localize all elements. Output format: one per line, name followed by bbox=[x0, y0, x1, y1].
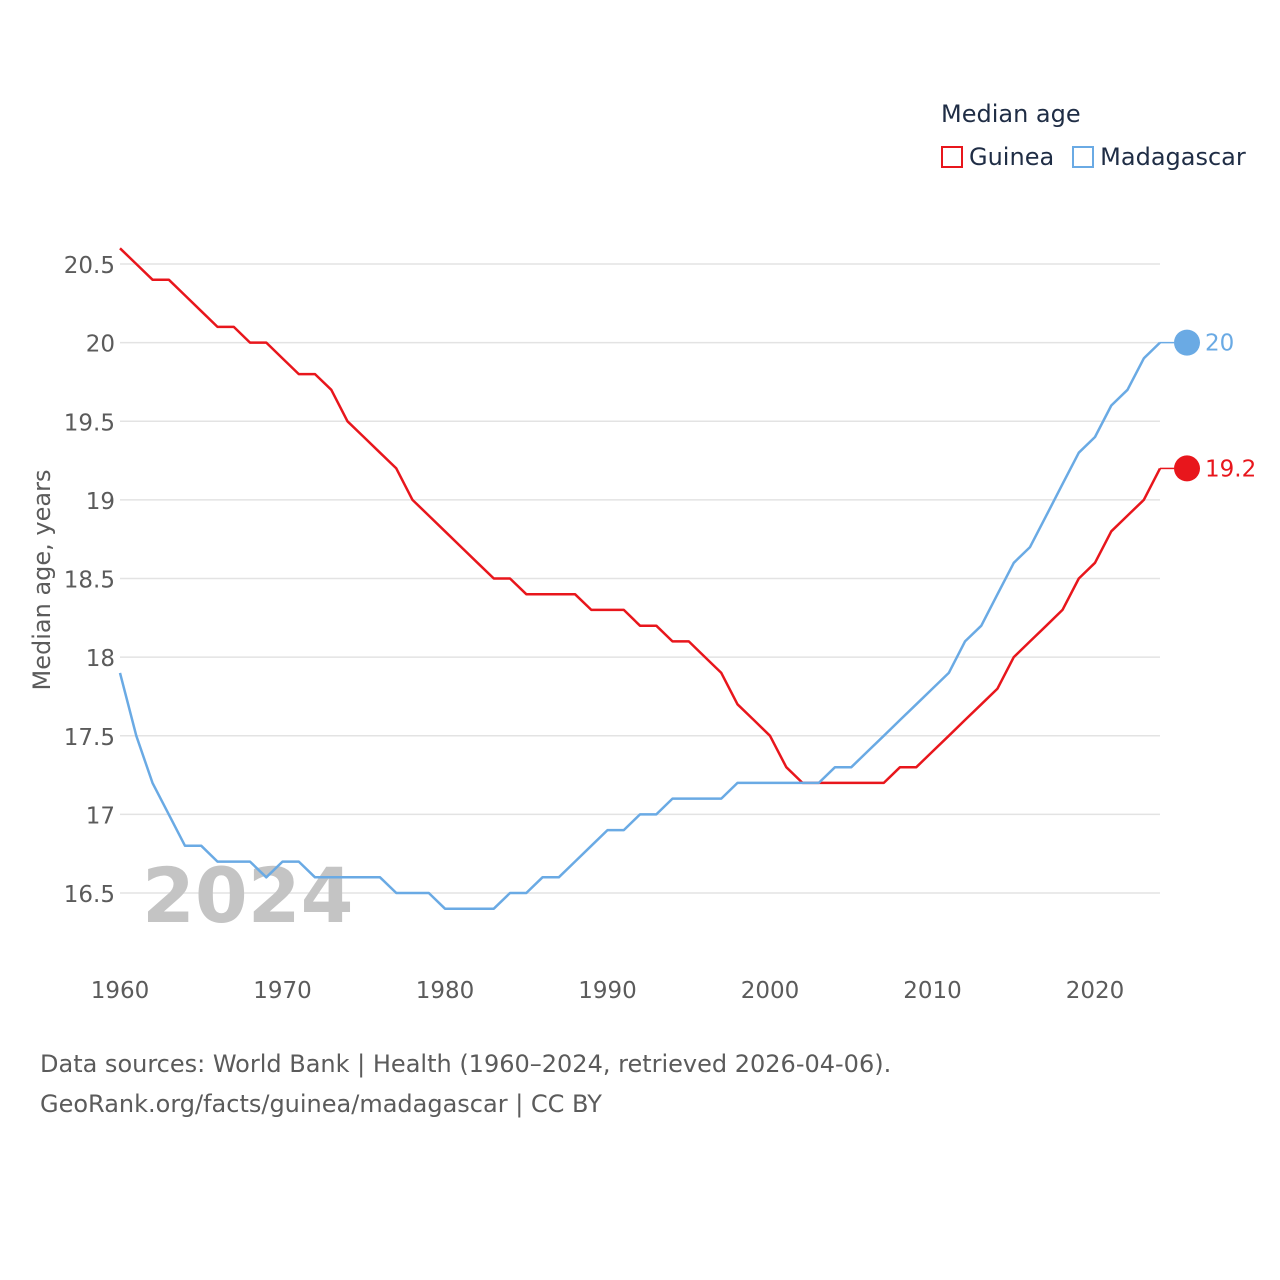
y-tick-label: 17.5 bbox=[64, 725, 115, 751]
year-watermark: 2024 bbox=[142, 851, 354, 940]
series-line-guinea bbox=[119, 247, 1162, 785]
y-tick-label: 20.5 bbox=[64, 253, 115, 279]
y-tick-label: 17 bbox=[86, 803, 115, 829]
end-markers: 19.2 20 bbox=[1160, 329, 1256, 482]
end-value-label-madagascar: 20 bbox=[1205, 331, 1234, 357]
y-tick-label: 16.5 bbox=[64, 882, 115, 908]
x-tick-label: 2010 bbox=[903, 978, 962, 1004]
legend-item-madagascar[interactable]: Madagascar bbox=[1072, 143, 1246, 171]
y-tick-label: 19.5 bbox=[64, 410, 115, 436]
x-tick-label: 1960 bbox=[91, 978, 150, 1004]
series-lines bbox=[118, 247, 1162, 910]
legend-swatch-madagascar bbox=[1072, 146, 1095, 168]
x-tick-label: 2020 bbox=[1066, 978, 1125, 1004]
series-line-madagascar bbox=[118, 341, 1161, 910]
source-line-1: Data sources: World Bank | Health (1960–… bbox=[40, 1050, 892, 1078]
end-marker-guinea bbox=[1174, 455, 1200, 482]
x-axis: 1960 1970 1980 1990 2000 2010 2020 bbox=[91, 978, 1125, 1004]
legend: Guinea Madagascar bbox=[941, 143, 1264, 171]
legend-label-madagascar: Madagascar bbox=[1100, 143, 1246, 171]
y-tick-label: 20 bbox=[86, 332, 115, 358]
source-line-2[interactable]: GeoRank.org/facts/guinea/madagascar | CC… bbox=[40, 1090, 602, 1118]
y-tick-label: 18 bbox=[86, 646, 115, 672]
end-value-label-guinea: 19.2 bbox=[1205, 456, 1256, 482]
x-tick-label: 2000 bbox=[741, 978, 800, 1004]
legend-title: Median age bbox=[941, 100, 1081, 128]
x-tick-label: 1970 bbox=[253, 978, 312, 1004]
y-tick-label: 19 bbox=[86, 489, 115, 515]
legend-swatch-guinea bbox=[941, 146, 963, 168]
legend-item-guinea[interactable]: Guinea bbox=[941, 143, 1054, 171]
x-tick-label: 1980 bbox=[416, 978, 475, 1004]
y-axis-label: Median age, years bbox=[28, 470, 56, 691]
end-marker-madagascar bbox=[1174, 329, 1200, 356]
y-axis: 16.5 17 17.5 18 18.5 19 19.5 20 20.5 bbox=[64, 253, 115, 908]
source-note: Data sources: World Bank | Health (1960–… bbox=[40, 1044, 891, 1124]
grid bbox=[120, 263, 1160, 894]
y-tick-label: 18.5 bbox=[64, 568, 115, 594]
x-tick-label: 1990 bbox=[578, 978, 637, 1004]
legend-label-guinea: Guinea bbox=[969, 143, 1055, 171]
